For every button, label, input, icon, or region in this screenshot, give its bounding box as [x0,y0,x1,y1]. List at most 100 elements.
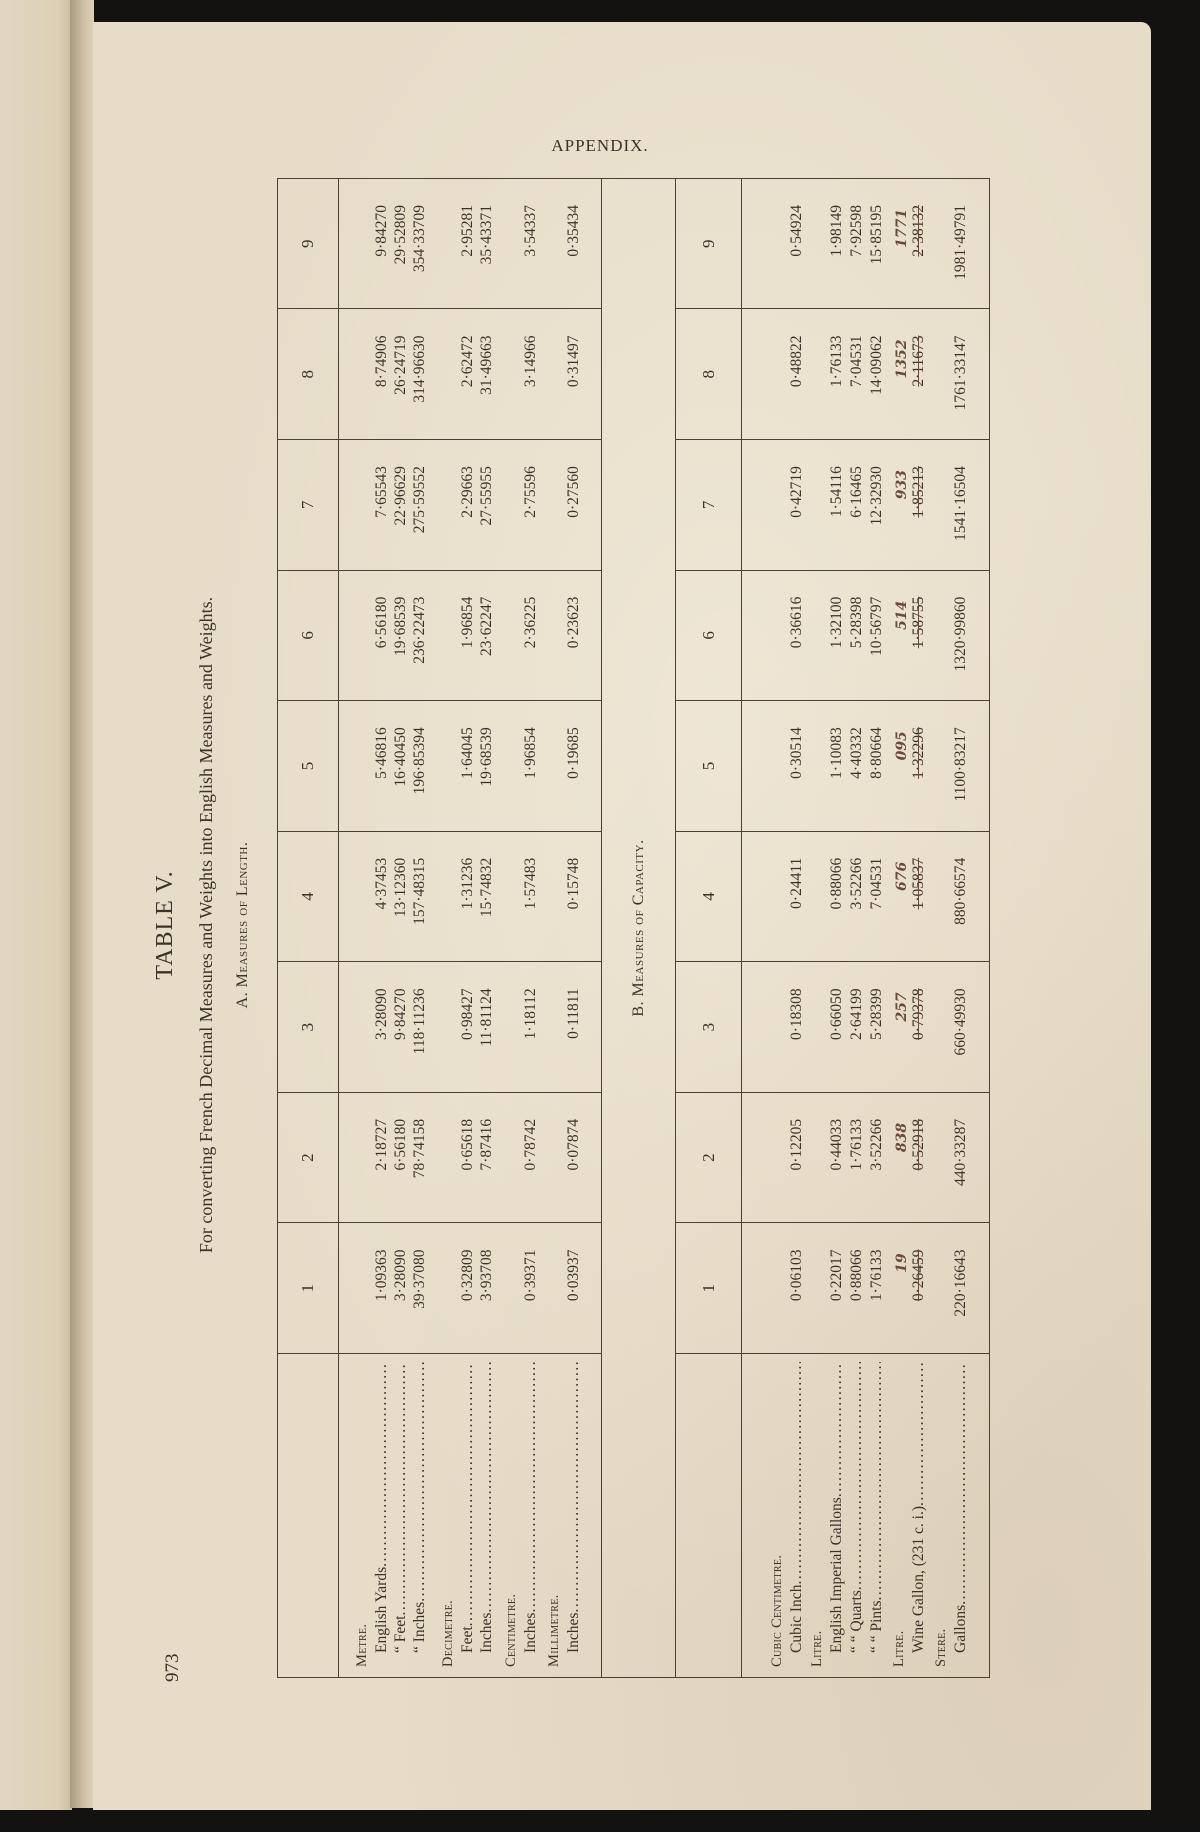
blank-cell [767,832,787,962]
blank-cell [931,1223,951,1353]
table-cell: 0·48822 [788,335,805,388]
row-label-text: Gallons [952,1604,969,1653]
column-header-9: 9 [278,178,338,310]
blank-cell [767,962,787,1092]
column-header-4: 4 [676,831,741,963]
handwritten-correction: 19 [894,1253,910,1273]
column-header-8: 8 [278,309,338,441]
row-label: “ “ Quarts [847,1354,867,1677]
blank-cell [807,571,827,701]
column-header-4: 4 [278,831,338,963]
blank-cell [502,1223,521,1353]
table-cell: 15·74832 [478,857,495,918]
blank-cell [807,440,827,570]
table-cell: 39·37080 [411,1249,428,1309]
spacer [339,962,353,1092]
spacer [339,440,353,570]
handwritten-correction: 1352 [894,339,910,379]
blank-cell [502,701,521,831]
table-cell: 5·28398 [848,596,865,649]
blank-cell [502,440,521,570]
column-header-5: 5 [676,701,741,832]
column-header-6: 6 [676,570,741,702]
blank-cell [545,701,564,831]
previous-page-edge [0,0,72,1810]
table-cell-wrapper: 838 0·52918 [894,1093,929,1223]
section-b-heading: B. Measures of Capacity. [602,179,676,1677]
handwritten-correction: 514 [894,600,910,630]
table-cell: 8·80664 [868,727,885,779]
table-cell-wrapper: 933 1·85213 [894,440,929,570]
table-cell: 0·22017 [828,1249,845,1302]
row-label-text: Stere. [933,1628,949,1667]
table-cell: 0·44033 [828,1118,845,1171]
row-label-text: Metre. [354,1623,370,1667]
blank-cell [353,1223,372,1353]
table-cell: 0·52918 [910,1118,927,1171]
blank-cell [353,962,372,1092]
table-cell: 7·92598 [848,204,865,257]
table-cell: 0·79378 [910,988,927,1040]
blank-cell [767,440,787,570]
table-cell: 0·36616 [788,596,805,649]
table-cell: 1320·99860 [952,596,969,672]
table-cell: 220·16643 [952,1249,969,1317]
table-cell: 16·40450 [392,727,409,787]
table-cell: 0·15748 [565,857,582,910]
table-cell: 13·12360 [392,857,409,918]
table-cell: 22·96629 [392,466,409,526]
spacer [742,832,767,962]
spacer [742,310,767,440]
table-cell: 7·65543 [373,466,390,518]
label-header-cell [676,1354,741,1677]
handwritten-correction: 095 [894,731,910,761]
unit-heading: Litre. [807,1354,827,1677]
blank-cell [545,1093,564,1223]
table-cell: 1·58755 [910,596,927,649]
value-column-2: 2·18727 6·56180 78·74158 0·65618 7·87416 0·78… [339,1092,601,1224]
table-cell: 880·66574 [952,857,969,925]
spacer [339,1223,353,1353]
blank-cell [767,1093,787,1223]
table-cell: 440·33287 [952,1118,969,1187]
column-header-2: 2 [278,1092,338,1224]
table-cell: 0·35434 [565,204,582,257]
row-label-text: “ Feet [392,1615,409,1653]
value-column-5: 5·46816 16·40450 196·85394 1·64045 19·68539 1… [339,701,601,832]
table-cell: 2·38132 [910,204,927,257]
column-header-7: 7 [278,440,338,571]
column-header-9: 9 [676,178,741,310]
row-labels-column: Cubic Centimetre.Cubic InchLitre.English… [742,1354,990,1677]
row-label-text: Inches [565,1612,582,1653]
table-cell: 1·76133 [868,1249,885,1302]
blank-cell [931,701,951,831]
table-cell: 5·46816 [373,727,390,779]
table-cell: 7·04531 [868,857,885,910]
row-label-text: Cubic Centimetre. [769,1554,785,1667]
blank-cell [502,1093,521,1223]
row-label: “ Inches [410,1354,429,1677]
table-cell: 7·04531 [848,335,865,388]
table-cell: 0·11811 [565,988,582,1039]
value-column-6: 0·36616 1·32100 5·28398 10·56797 514 1·58755 1… [742,570,990,702]
blank-cell [502,962,521,1092]
blank-cell [807,1093,827,1223]
table-cell: 1·54116 [828,466,845,518]
table-cell: 2·36225 [522,596,539,649]
blank-cell [439,571,458,701]
value-column-5: 0·30514 1·10083 4·40332 8·80664 095 1·32296 11… [742,701,990,832]
spacer [339,571,353,701]
blank-cell [353,440,372,570]
row-label-text: English Yards [373,1566,390,1653]
blank-cell [439,1093,458,1223]
rotated-table-block: 9 7 3 TABLE V. For converting French Decim… [150,160,1000,1690]
blank-cell [353,832,372,962]
section-a-heading: A. Measures of Length. [234,841,251,1009]
blank-cell [502,179,521,309]
column-header-1: 1 [278,1223,338,1354]
label-header-cell [278,1354,338,1677]
table-cell: 0·88066 [828,857,845,910]
table-cell: 0·18308 [788,988,805,1040]
